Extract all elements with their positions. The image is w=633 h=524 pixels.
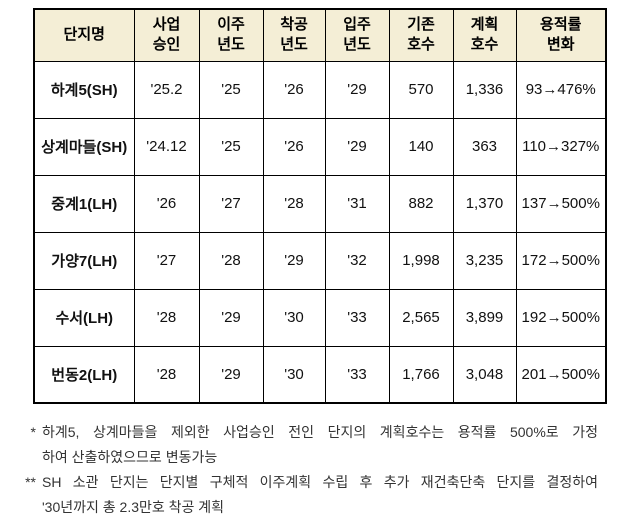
header-cell: 입주 년도 <box>324 8 390 62</box>
data-cell: '29 <box>198 288 264 347</box>
table-body: 하계5(SH) '25.2'25'26'29 570 1,336 93→476% 상계마들… <box>33 60 607 404</box>
complex-name-cell: 중계1(LH) <box>33 174 135 233</box>
data-cell: '29 <box>262 231 326 290</box>
complex-name-cell: 하계5(SH) <box>33 60 135 119</box>
data-cell: 201→500% <box>515 345 607 404</box>
footnote-line: 하계5, 상계마들을 제외한 사업승인 전인 단지의 계획호수는 용적률 500… <box>42 424 598 440</box>
table-row: 중계1(LH) '26'27'28'31 882 1,370 137→500% <box>33 174 607 233</box>
housing-complex-table-wrap: 단지명 사업 승인 이주 년도 착공 년도 입주 년도 기존 호수 계획 호수 … <box>33 8 607 404</box>
data-cell: 1,336 <box>452 60 517 119</box>
data-cell: 1,766 <box>388 345 454 404</box>
data-cell: '29 <box>198 345 264 404</box>
data-cell: '28 <box>262 174 326 233</box>
data-cell: '26 <box>133 174 200 233</box>
complex-name-cell: 수서(LH) <box>33 288 135 347</box>
data-cell: 1,998 <box>388 231 454 290</box>
table-row: 상계마들(SH) '24.12'25'26'29 140 363 110→327% <box>33 117 607 176</box>
footnote: * 하계5, 상계마들을 제외한 사업승인 전인 단지의 계획호수는 용적률 50… <box>20 420 610 470</box>
data-cell: 140 <box>388 117 454 176</box>
footnote-line: 하여 산출하였으므로 변동가능 <box>42 449 218 465</box>
footnote-line: '30년까지 총 2.3만호 착공 계획 <box>42 499 225 515</box>
data-cell: '28 <box>133 288 200 347</box>
complex-name-cell: 가양7(LH) <box>33 231 135 290</box>
header-cell: 용적률 변화 <box>515 8 607 62</box>
data-cell: '32 <box>324 231 390 290</box>
data-cell: 137→500% <box>515 174 607 233</box>
data-cell: '25.2 <box>133 60 200 119</box>
table-row: 수서(LH) '28'29'30'33 2,565 3,899 192→500% <box>33 288 607 347</box>
footnote-text: 하계5, 상계마들을 제외한 사업승인 전인 단지의 계획호수는 용적률 500… <box>42 420 598 470</box>
header-cell: 계획 호수 <box>452 8 517 62</box>
data-cell: 110→327% <box>515 117 607 176</box>
data-cell: '26 <box>262 117 326 176</box>
footnotes: * 하계5, 상계마들을 제외한 사업승인 전인 단지의 계획호수는 용적률 50… <box>20 420 610 520</box>
data-cell: 570 <box>388 60 454 119</box>
table-row: 하계5(SH) '25.2'25'26'29 570 1,336 93→476% <box>33 60 607 119</box>
data-cell: '27 <box>133 231 200 290</box>
data-cell: 192→500% <box>515 288 607 347</box>
data-cell: '25 <box>198 117 264 176</box>
data-cell: '29 <box>324 60 390 119</box>
data-cell: '33 <box>324 288 390 347</box>
data-cell: 363 <box>452 117 517 176</box>
footnote-line: SH 소관 단지는 단지별 구체적 이주계획 수립 후 추가 재건축단축 단지를… <box>42 474 598 490</box>
data-cell: '30 <box>262 288 326 347</box>
header-cell: 기존 호수 <box>388 8 454 62</box>
data-cell: '29 <box>324 117 390 176</box>
data-cell: '28 <box>198 231 264 290</box>
footnote: ** SH 소관 단지는 단지별 구체적 이주계획 수립 후 추가 재건축단축 단… <box>20 470 610 520</box>
table-row: 번동2(LH) '28'29'30'33 1,766 3,048 201→500% <box>33 345 607 404</box>
complex-name-cell: 상계마들(SH) <box>33 117 135 176</box>
footnote-marker: ** <box>25 474 36 490</box>
data-cell: 1,370 <box>452 174 517 233</box>
data-cell: 3,048 <box>452 345 517 404</box>
data-cell: 2,565 <box>388 288 454 347</box>
data-cell: '28 <box>133 345 200 404</box>
housing-complex-table: 단지명 사업 승인 이주 년도 착공 년도 입주 년도 기존 호수 계획 호수 … <box>33 8 607 404</box>
data-cell: '33 <box>324 345 390 404</box>
data-cell: 3,899 <box>452 288 517 347</box>
data-cell: '30 <box>262 345 326 404</box>
data-cell: 3,235 <box>452 231 517 290</box>
data-cell: 93→476% <box>515 60 607 119</box>
data-cell: 172→500% <box>515 231 607 290</box>
data-cell: 882 <box>388 174 454 233</box>
header-cell: 사업 승인 <box>133 8 200 62</box>
header-cell: 착공 년도 <box>262 8 326 62</box>
footnote-marker: * <box>30 424 36 440</box>
data-cell: '27 <box>198 174 264 233</box>
data-cell: '31 <box>324 174 390 233</box>
data-cell: '25 <box>198 60 264 119</box>
table-header: 단지명 사업 승인 이주 년도 착공 년도 입주 년도 기존 호수 계획 호수 … <box>33 8 607 62</box>
data-cell: '26 <box>262 60 326 119</box>
table-row: 가양7(LH) '27'28'29'32 1,998 3,235 172→500% <box>33 231 607 290</box>
data-cell: '24.12 <box>133 117 200 176</box>
footnote-text: SH 소관 단지는 단지별 구체적 이주계획 수립 후 추가 재건축단축 단지를… <box>42 470 598 520</box>
complex-name-cell: 번동2(LH) <box>33 345 135 404</box>
header-cell: 단지명 <box>33 8 135 62</box>
header-row: 단지명 사업 승인 이주 년도 착공 년도 입주 년도 기존 호수 계획 호수 … <box>33 8 607 62</box>
header-cell: 이주 년도 <box>198 8 264 62</box>
